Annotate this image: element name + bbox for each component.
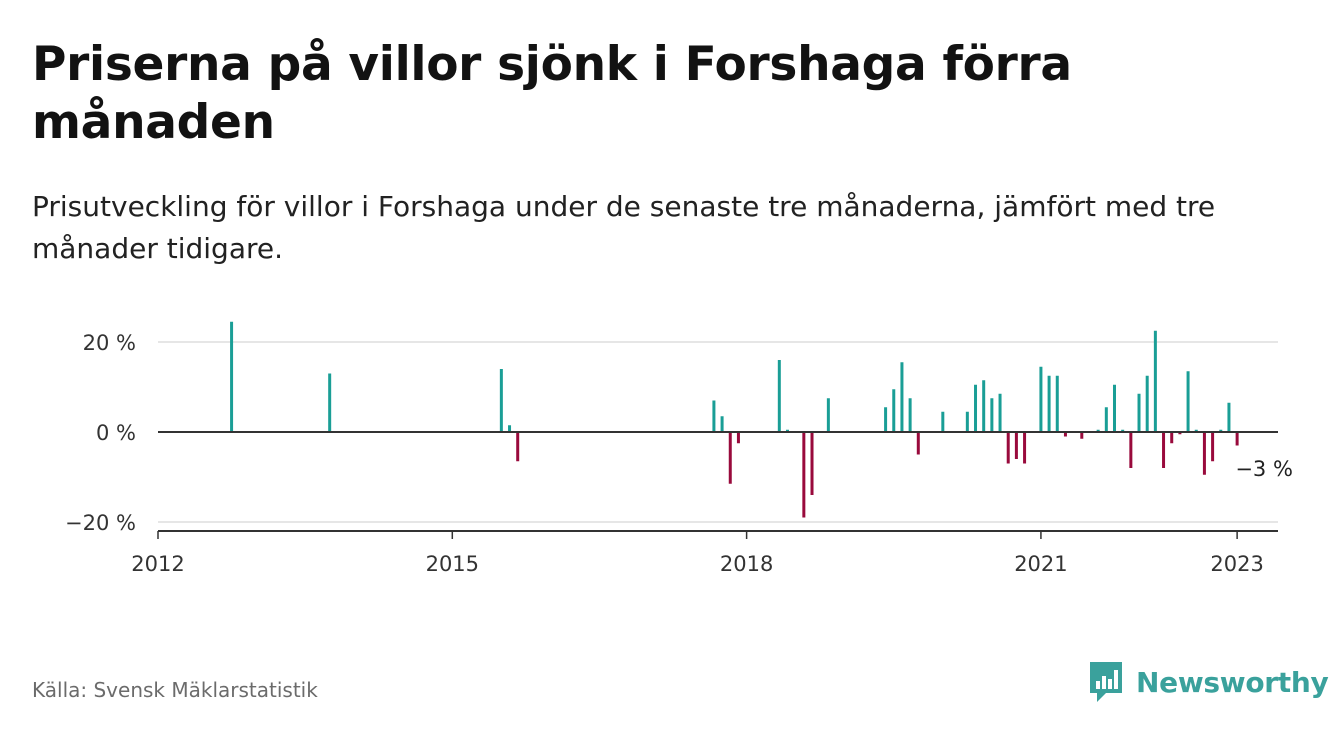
bar: [230, 321, 234, 432]
bar: [974, 384, 978, 432]
brand-name: Newsworthy: [1136, 665, 1329, 699]
bar: [720, 416, 724, 432]
bar: [1096, 429, 1100, 432]
bar: [1170, 432, 1174, 444]
bar: [1121, 429, 1125, 432]
bar: [1145, 375, 1149, 432]
bar: [884, 407, 888, 432]
bar: [1153, 330, 1157, 432]
y-tick-label: 20 %: [83, 331, 136, 355]
bar: [328, 373, 332, 432]
bar: [1162, 432, 1166, 468]
bar: [1137, 393, 1141, 432]
annotation: −3 %: [1235, 457, 1293, 481]
bar: [941, 411, 945, 432]
bar: [965, 411, 969, 432]
bar-chart: 20 % 0 % −20 % 2012 2015 2018 2021 2023 −3 %: [65, 321, 1293, 576]
bar: [728, 432, 732, 484]
brand-logo: Newsworthy: [1088, 660, 1329, 704]
x-tick-label: 2021: [1014, 552, 1067, 576]
bar: [1227, 402, 1231, 432]
grid-lines: [158, 341, 1278, 523]
annotation-label: −3 %: [1235, 457, 1293, 481]
x-tick-label: 2015: [426, 552, 479, 576]
bar: [802, 432, 806, 518]
bar: [1235, 432, 1239, 446]
bar: [736, 432, 740, 444]
bar: [1202, 432, 1206, 475]
y-tick-label: 0 %: [96, 421, 136, 445]
bar: [900, 362, 904, 432]
bar: [1186, 371, 1190, 432]
x-tick-label: 2018: [720, 552, 773, 576]
bar: [1063, 432, 1067, 437]
bar: [1080, 432, 1084, 439]
bar: [1047, 375, 1051, 432]
bar: [982, 380, 986, 432]
bar: [826, 398, 830, 432]
bar: [916, 432, 920, 455]
bar: [499, 369, 503, 432]
bar: [777, 360, 781, 432]
bar: [1129, 432, 1133, 468]
x-tick-labels: 2012 2015 2018 2021 2023: [131, 531, 1264, 576]
bar: [1014, 432, 1018, 459]
bar: [712, 400, 716, 432]
chart-subtitle: Prisutveckling för villor i Forshaga und…: [32, 190, 1216, 265]
bar: [516, 432, 520, 462]
bar: [810, 432, 814, 495]
bars: [230, 321, 1239, 518]
bar: [990, 398, 994, 432]
bar: [908, 398, 912, 432]
chart-title: Priserna på villor sjönk i Forshaga förr…: [32, 37, 1072, 150]
bar: [1219, 429, 1223, 432]
bar: [998, 393, 1002, 432]
bar: [1039, 366, 1043, 432]
bar: [1178, 432, 1182, 435]
bar: [1211, 432, 1215, 462]
y-tick-labels: 20 % 0 % −20 %: [65, 331, 136, 535]
bar: [1194, 429, 1198, 432]
source-label: Källa: Svensk Mäklarstatistik: [32, 678, 318, 702]
bar: [1006, 432, 1010, 464]
x-tick-label: 2023: [1210, 552, 1263, 576]
x-tick-label: 2012: [131, 552, 184, 576]
bar: [892, 389, 896, 432]
bar: [1104, 407, 1108, 432]
y-tick-label: −20 %: [65, 511, 136, 535]
bar: [1055, 375, 1059, 432]
bar: [508, 425, 512, 432]
bar: [785, 429, 789, 432]
bar: [1023, 432, 1027, 464]
newsworthy-logo-icon: [1090, 662, 1122, 702]
bar: [1112, 384, 1116, 432]
